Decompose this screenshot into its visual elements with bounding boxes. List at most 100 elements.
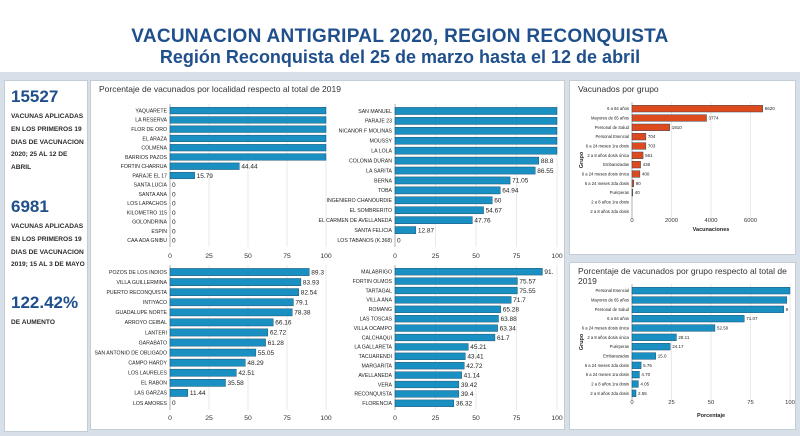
loc2-bar [394, 107, 558, 115]
grupo_pct-data-label: 28.11 [678, 335, 689, 340]
loc4-data-label: 63.88 [500, 316, 517, 323]
grupo_pct-category-label: Embarazadas [603, 353, 629, 358]
loc1-bar [169, 107, 327, 115]
grupo_pct-bar [631, 324, 716, 332]
grupo_pct-data-label: 71.07 [746, 316, 758, 321]
grupo_pct-category-label: 6 a 24 meses 2da dosis [585, 363, 629, 368]
loc3-data-label: 42.51 [238, 370, 255, 377]
loc2-bar [394, 146, 558, 155]
loc4-data-label: 63.34 [500, 325, 517, 332]
loc1-bar [169, 153, 327, 161]
loc1-tick-label: 0 [168, 253, 172, 260]
loc2-category-label: EL SOMBRERITO [350, 208, 392, 214]
loc1-data-label: 0 [172, 238, 176, 245]
loc3-tick-label: 25 [205, 415, 213, 422]
grupo_pct-tick-label: 75 [747, 400, 753, 406]
grupo_pct-category-label: 2 a 8 años 1ra dosis [591, 381, 629, 386]
loc2-category-label: INGENIERO CHANOURDIE [327, 198, 393, 204]
loc3-data-label: 89.3 [311, 269, 324, 276]
loc2-tick-label: 0 [393, 253, 397, 260]
loc4-tick-label: 25 [432, 415, 440, 422]
loc3-data-label: 66.16 [275, 320, 292, 327]
loc4-category-label: VILLA ANA [366, 298, 392, 304]
loc1-bar [169, 134, 327, 142]
grupo-category-label: 2 a 8 años 2da dosis [590, 209, 629, 214]
grupo-data-label: 3774 [709, 116, 720, 121]
loc2-data-label: 0 [397, 237, 401, 244]
loc1-category-label: EL ARAZA [142, 136, 167, 142]
grupo_pct-data-label: 2.55 [638, 391, 647, 396]
grupo-bar [631, 105, 763, 113]
grupo-category-label: Personal Esencial [595, 134, 629, 139]
grupo-x-axis-title: Vacunaciones [693, 227, 730, 233]
loc4-bar [394, 352, 466, 360]
kpi-increase-label: DE AUMENTO [11, 319, 55, 326]
grupo_pct-category-label: 6 a 24 meses 1ra dosis [586, 372, 629, 377]
grupo_pct-tick-label: 25 [668, 400, 674, 406]
loc3-category-label: LOS AMORES [133, 401, 168, 407]
loc4-category-label: AVELLANEDA [358, 373, 392, 379]
grupo-tick-label: 0 [630, 218, 633, 224]
grupo-panel-title: Vacunados por grupo [578, 84, 659, 94]
loc3-bar [169, 389, 189, 397]
loc4-bar [394, 390, 460, 398]
loc1-category-label: FLOR DE ORO [131, 127, 167, 133]
grupo-data-label: 436 [643, 162, 651, 167]
grupo-bar [631, 133, 647, 141]
loc2-category-label: PARAJE 23 [365, 119, 392, 125]
loc4-bar [394, 296, 512, 304]
loc1-category-label: GOLONDRINA [132, 220, 167, 226]
loc3-bar [169, 288, 299, 297]
loc4-data-label: 61.7 [497, 335, 510, 342]
loc1-tick-label: 100 [320, 253, 332, 260]
loc2-category-label: EL CARMEN DE AVELLANEDA [318, 218, 392, 224]
loc4-tick-label: 75 [513, 415, 521, 422]
loc4-category-label: MARGARITA [362, 364, 393, 370]
loc4-category-label: VERA [378, 382, 393, 388]
loc3-category-label: LOS LAURELES [128, 371, 167, 377]
loc3-category-label: VILLA GUILLERMINA [117, 280, 168, 286]
grupo-data-label: 1910 [672, 125, 683, 130]
loc3-data-label: 35.58 [228, 380, 245, 387]
loc3-bar [169, 378, 226, 387]
grupo-category-label: 2 a 8 años dosis única [587, 153, 629, 158]
loc3-category-label: LANTERI [145, 330, 167, 336]
loc2-tick-label: 25 [432, 253, 440, 260]
grupo_pct-category-label: 6 a 64 años [607, 316, 629, 321]
loc4-data-label: 42.72 [466, 363, 483, 370]
loc4-data-label: 36.32 [456, 401, 473, 408]
grupo_pct-category-label: Puérperas [610, 344, 629, 349]
loc3-data-label: 0 [172, 400, 176, 407]
loc1-category-label: YAQUARETE [135, 108, 167, 114]
loc4-category-label: ROMANG [369, 307, 392, 313]
loc4-bar [394, 324, 498, 332]
loc1-bar [169, 171, 195, 180]
loc3-category-label: POZOS DE LOS INDIOS [109, 270, 167, 276]
kpi-vaccines-2019-label: VACUNAS APLICADAS EN LOS PRIMEROS 19 DIA… [11, 223, 85, 269]
loc4-category-label: FORTIN OLMOS [353, 279, 393, 285]
loc2-category-label: BERNA [374, 178, 392, 184]
loc2-bar [394, 206, 484, 215]
loc3-category-label: CAMPO HARDY [128, 360, 167, 366]
grupo_pct-category-label: Mayores de 65 años [591, 297, 629, 302]
grupo-category-label: 6 a 24 meses 1ra dosis [586, 143, 629, 148]
loc2-data-label: 12.87 [418, 227, 435, 234]
loc2-bar [394, 156, 540, 165]
loc3-bar [169, 318, 274, 327]
loc2-bar [394, 166, 536, 175]
loc2-bar [394, 127, 558, 135]
grupo-bar [631, 142, 647, 150]
localidad-panel-title: Porcentaje de vacunados por localidad re… [99, 84, 341, 94]
kpi-vaccines-2019-value: 6981 [11, 197, 49, 216]
loc3-data-label: 55.05 [258, 350, 275, 357]
grupo_pct-data-label: 4.70 [641, 372, 650, 377]
loc2-data-label: 86.55 [537, 168, 554, 175]
page-title: VACUNACION ANTIGRIPAL 2020, REGION RECON… [131, 26, 669, 47]
grupo_pct-tick-label: 50 [708, 400, 714, 406]
grupo_pct-data-label: 15.0 [658, 354, 667, 359]
loc2-category-label: SANTA FELICIA [354, 228, 392, 234]
grupo_pct-tick-label: 0 [630, 400, 633, 406]
grupo_pct-y-axis-title: Grupo [579, 333, 585, 350]
loc1-bar [169, 116, 327, 124]
loc3-data-label: 82.54 [301, 289, 318, 296]
